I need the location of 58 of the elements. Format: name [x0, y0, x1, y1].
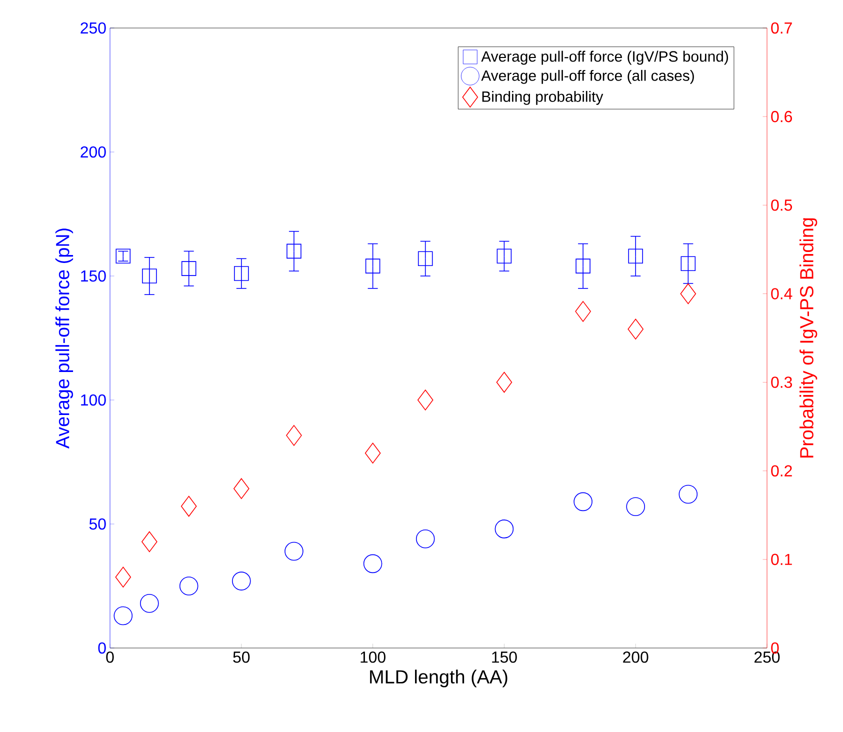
point — [576, 258, 590, 274]
y-axis-title: Average pull-off force (pN) — [55, 228, 74, 449]
point — [142, 531, 158, 552]
point — [496, 248, 512, 264]
point — [115, 566, 132, 588]
y2-tick-label: 0.3 — [771, 376, 792, 388]
point — [628, 318, 644, 340]
point — [417, 390, 434, 410]
point — [286, 244, 302, 259]
point — [678, 484, 698, 504]
point — [626, 497, 646, 516]
x-tick-label: 200 — [623, 652, 648, 663]
y2-tick-label: 0.5 — [771, 200, 792, 211]
y-tick-label: 150 — [81, 270, 106, 282]
x-tick-label: 150 — [492, 652, 517, 663]
x-tick-label: 250 — [754, 652, 780, 663]
x-tick-label: 50 — [233, 652, 250, 663]
y2-axis-title: Probability of IgV-PS Binding — [800, 218, 818, 458]
point — [364, 442, 381, 464]
y2-tick-label: 0 — [771, 642, 779, 654]
point — [286, 425, 302, 446]
y-tick-label: 100 — [81, 394, 106, 406]
legend-label: Binding probability — [482, 90, 604, 105]
y-tick-label: 250 — [80, 22, 106, 34]
point — [232, 572, 251, 590]
y2-tick-label: 0.7 — [771, 22, 792, 34]
point — [180, 496, 197, 517]
point — [494, 520, 514, 538]
point — [179, 576, 198, 596]
y2-tick-label: 0.1 — [771, 554, 792, 566]
point — [234, 478, 250, 499]
point — [114, 606, 133, 626]
point — [365, 258, 380, 274]
y-tick-label: 200 — [80, 146, 106, 158]
point — [496, 372, 512, 393]
y2-tick-label: 0.6 — [771, 110, 792, 122]
point — [418, 251, 433, 266]
point — [680, 283, 696, 304]
point — [140, 594, 159, 613]
point — [142, 268, 157, 284]
point — [284, 542, 304, 561]
point — [575, 301, 591, 322]
y2-tick-label: 0.2 — [771, 465, 792, 476]
point — [181, 261, 196, 276]
x-tick-label: 100 — [360, 652, 386, 663]
y-tick-label: 0 — [98, 642, 106, 654]
point — [680, 256, 696, 271]
point — [234, 266, 249, 281]
y-tick-label: 50 — [89, 518, 106, 530]
x-tick-label: 0 — [106, 652, 114, 663]
point — [416, 529, 435, 548]
legend-label: Average pull-off force (IgV/PS bound) — [481, 50, 728, 65]
point — [628, 248, 644, 264]
x-axis-title: MLD length (AA) — [370, 670, 508, 688]
y2-tick-label: 0.4 — [771, 288, 792, 300]
point — [574, 492, 592, 512]
point — [363, 554, 382, 574]
legend-label: Average pull-off force (all cases) — [481, 70, 694, 84]
